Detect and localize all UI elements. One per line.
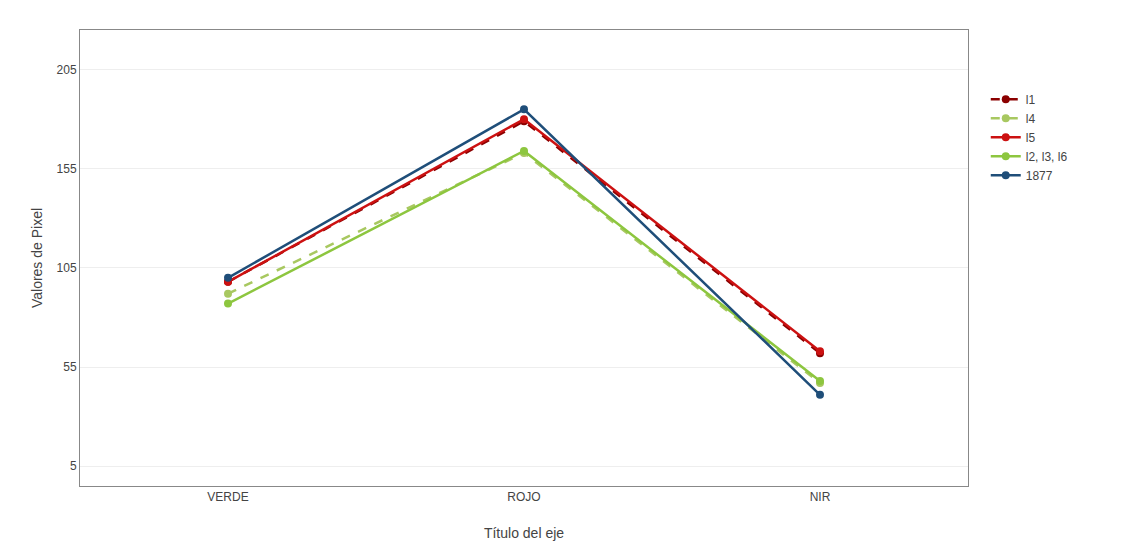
svg-text:l1: l1: [1026, 93, 1036, 107]
svg-text:Título del eje: Título del eje: [484, 525, 564, 541]
svg-text:205: 205: [57, 63, 77, 77]
svg-text:Valores de Pixel: Valores de Pixel: [29, 208, 45, 308]
svg-text:NIR: NIR: [810, 490, 831, 504]
svg-text:55: 55: [63, 360, 77, 374]
svg-text:VERDE: VERDE: [207, 490, 248, 504]
svg-text:5: 5: [70, 459, 77, 473]
svg-text:155: 155: [57, 162, 77, 176]
svg-text:105: 105: [57, 261, 77, 275]
svg-text:1877: 1877: [1026, 169, 1053, 183]
svg-text:l4: l4: [1026, 112, 1036, 126]
svg-text:l2, l3, l6: l2, l3, l6: [1026, 150, 1068, 164]
svg-text:ROJO: ROJO: [507, 490, 540, 504]
svg-text:l5: l5: [1026, 131, 1036, 145]
